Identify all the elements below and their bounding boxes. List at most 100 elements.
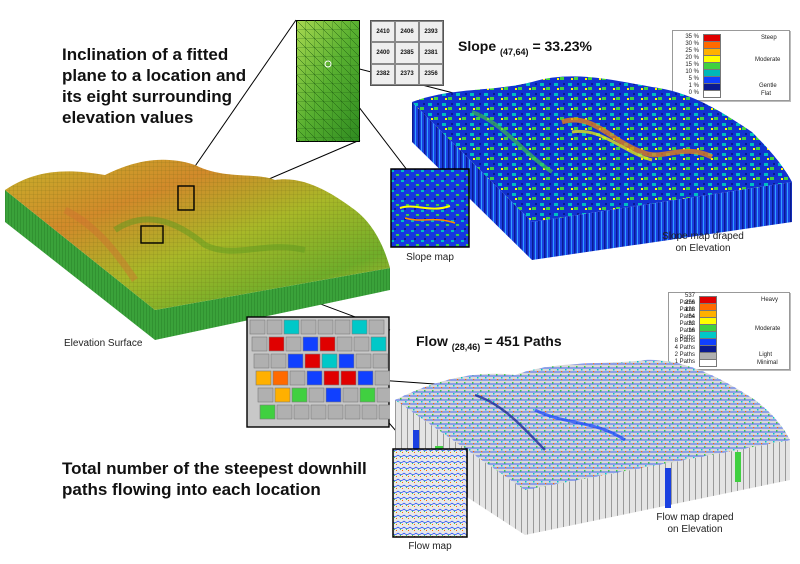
- flow-cell: [276, 404, 293, 420]
- flow-cell: [355, 353, 372, 369]
- flow-cell: [361, 404, 378, 420]
- legend-qual-steep: Steep: [761, 35, 777, 41]
- legend-label: 10 %: [685, 69, 699, 75]
- legend-label: 2 Paths: [674, 352, 695, 358]
- legend-row: 1 Paths: [673, 358, 785, 367]
- legend-label: 64 Paths: [679, 313, 695, 327]
- legend-label: 1 Paths: [674, 359, 695, 365]
- caption-elevation-surface: Elevation Surface: [64, 338, 143, 349]
- flow-cell: [327, 404, 344, 420]
- flow-cell: [285, 336, 302, 352]
- flow-cell: [274, 387, 291, 403]
- flow-cell: [376, 387, 390, 403]
- legend-label: 128 Paths: [679, 306, 695, 320]
- legend-swatch: [699, 358, 717, 367]
- flow-cell: [353, 336, 370, 352]
- flow-value: = 451 Paths: [484, 333, 562, 349]
- legend-qual-flat: Flat: [761, 91, 772, 97]
- headline-line: plane to a location and: [62, 66, 247, 85]
- legend-swatch: [703, 89, 721, 98]
- grid-cell: 2406: [395, 21, 419, 43]
- flow-cell: [268, 336, 285, 352]
- headline-flow-description: Total number of the steepest downhill pa…: [62, 458, 402, 500]
- grid-cell: 2382: [371, 63, 395, 85]
- legend-label: 25 %: [685, 48, 699, 54]
- legend-label: 20 %: [685, 55, 699, 61]
- flow-equation: Flow (28,46) = 451 Paths: [416, 333, 562, 352]
- grid-cell: 2356: [419, 63, 443, 85]
- legend-row: 8 Paths: [673, 337, 785, 346]
- caption-line: on Elevation: [675, 243, 731, 254]
- flow-cell: [317, 319, 334, 335]
- flow-cell: [291, 387, 308, 403]
- flow-cell: [270, 353, 287, 369]
- legend-qual-moderate: Moderate: [755, 57, 781, 63]
- grid-cell: 2410: [371, 21, 395, 43]
- caption-line: Flow map draped: [656, 512, 734, 523]
- legend-label: 30 %: [685, 41, 699, 47]
- caption-line: on Elevation: [667, 524, 723, 535]
- legend-label: 8 Paths: [674, 338, 695, 344]
- flow-cell: [338, 353, 355, 369]
- flow-map-inset: [392, 448, 468, 538]
- legend-row: 0 %: [677, 89, 785, 98]
- flow-cell: [310, 404, 327, 420]
- caption-flow-map: Flow map: [408, 541, 452, 552]
- elevation-zoom-panel: [296, 20, 360, 142]
- caption-slope-draped: Slope map draped on Elevation: [648, 231, 758, 255]
- slope-equation: Slope (47,64) = 33.23%: [458, 38, 592, 57]
- flow-cell: [321, 353, 338, 369]
- flow-cell: [357, 370, 374, 386]
- flow-cell: [255, 370, 272, 386]
- grid-cell: 2373: [395, 63, 419, 85]
- flow-sample-box: [140, 225, 164, 244]
- flow-cell: [293, 404, 310, 420]
- flow-cell: [283, 319, 300, 335]
- flow-legend: 537 Paths 256 Paths 128 Paths 64 Paths 32 Pa…: [668, 292, 790, 370]
- legend-label: 0 %: [688, 90, 699, 96]
- slope-label: Slope: [458, 38, 497, 54]
- headline-line: Total number of the steepest downhill: [62, 459, 367, 478]
- legend-row: 30 %: [677, 40, 785, 49]
- legend-label: 5 %: [688, 76, 699, 82]
- flow-cell: [374, 370, 390, 386]
- flow-cell: [266, 319, 283, 335]
- flow-cell: [378, 404, 390, 420]
- legend-label: 16 Paths: [679, 327, 695, 341]
- flow-cell: [334, 319, 351, 335]
- flow-cell: [259, 404, 276, 420]
- flow-cell: [319, 336, 336, 352]
- flow-cell: [351, 319, 368, 335]
- caption-slope-map: Slope map: [406, 252, 454, 263]
- flow-cell: [257, 387, 274, 403]
- slope-legend: 35 % 30 % 25 % 20 % 15 % 10 % 5 % 1 % 0 % Steep …: [672, 30, 790, 101]
- slope-value: = 33.23%: [532, 38, 592, 54]
- grid-cell: 2400: [371, 42, 395, 64]
- slope-draped-block: [412, 76, 792, 260]
- flow-cell: [372, 353, 389, 369]
- legend-qual-gentle: Gentle: [759, 83, 777, 89]
- grid-cell: 2381: [419, 42, 443, 64]
- elevation-side-right: [155, 268, 390, 340]
- legend-qual-light: Light: [759, 352, 773, 358]
- flow-cell: [306, 370, 323, 386]
- grid-cell: 2393: [419, 21, 443, 43]
- flow-cell: [342, 387, 359, 403]
- flow-cell: [336, 336, 353, 352]
- slope-coords: (47,64): [500, 46, 529, 57]
- slope-map-inset: [390, 168, 470, 248]
- flow-cell: [300, 319, 317, 335]
- flow-coords: (28,46): [451, 341, 481, 352]
- flow-cell: [344, 404, 361, 420]
- flow-cell: [325, 387, 342, 403]
- flow-zoom-panel: [246, 316, 390, 428]
- flow-cell: [289, 370, 306, 386]
- legend-label: 537 Paths: [679, 292, 695, 306]
- headline-line: its eight surrounding: [62, 87, 232, 106]
- legend-label: 256 Paths: [679, 299, 695, 313]
- caption-line: Slope map draped: [662, 231, 744, 242]
- caption-flow-draped: Flow map draped on Elevation: [640, 512, 750, 536]
- headline-line: elevation values: [62, 108, 194, 127]
- flow-cell: [304, 353, 321, 369]
- flow-cell: [323, 370, 340, 386]
